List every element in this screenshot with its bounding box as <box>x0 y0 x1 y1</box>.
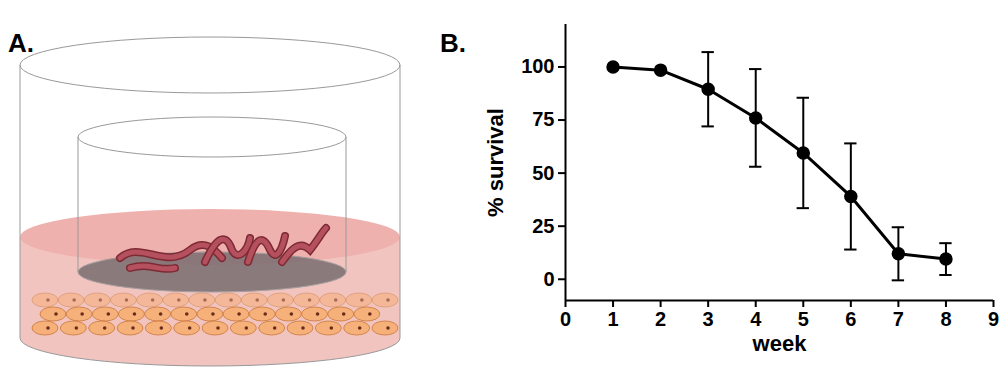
svg-text:2: 2 <box>655 308 666 330</box>
svg-text:5: 5 <box>798 308 809 330</box>
svg-text:100: 100 <box>521 55 554 77</box>
svg-text:week: week <box>752 331 808 356</box>
svg-text:25: 25 <box>532 215 554 237</box>
svg-text:0: 0 <box>543 268 554 290</box>
svg-text:4: 4 <box>750 308 762 330</box>
svg-text:1: 1 <box>607 308 618 330</box>
svg-text:3: 3 <box>703 308 714 330</box>
html-text:B.: B. <box>440 28 466 58</box>
svg-text:7: 7 <box>893 308 904 330</box>
svg-text:% survival: % survival <box>483 108 508 217</box>
svg-text:50: 50 <box>532 162 554 184</box>
html-text:A.: A. <box>8 28 34 58</box>
svg-text:6: 6 <box>845 308 856 330</box>
svg-text:9: 9 <box>988 308 999 330</box>
svg-text:8: 8 <box>940 308 951 330</box>
svg-text:75: 75 <box>532 108 554 130</box>
svg-text:0: 0 <box>560 308 571 330</box>
